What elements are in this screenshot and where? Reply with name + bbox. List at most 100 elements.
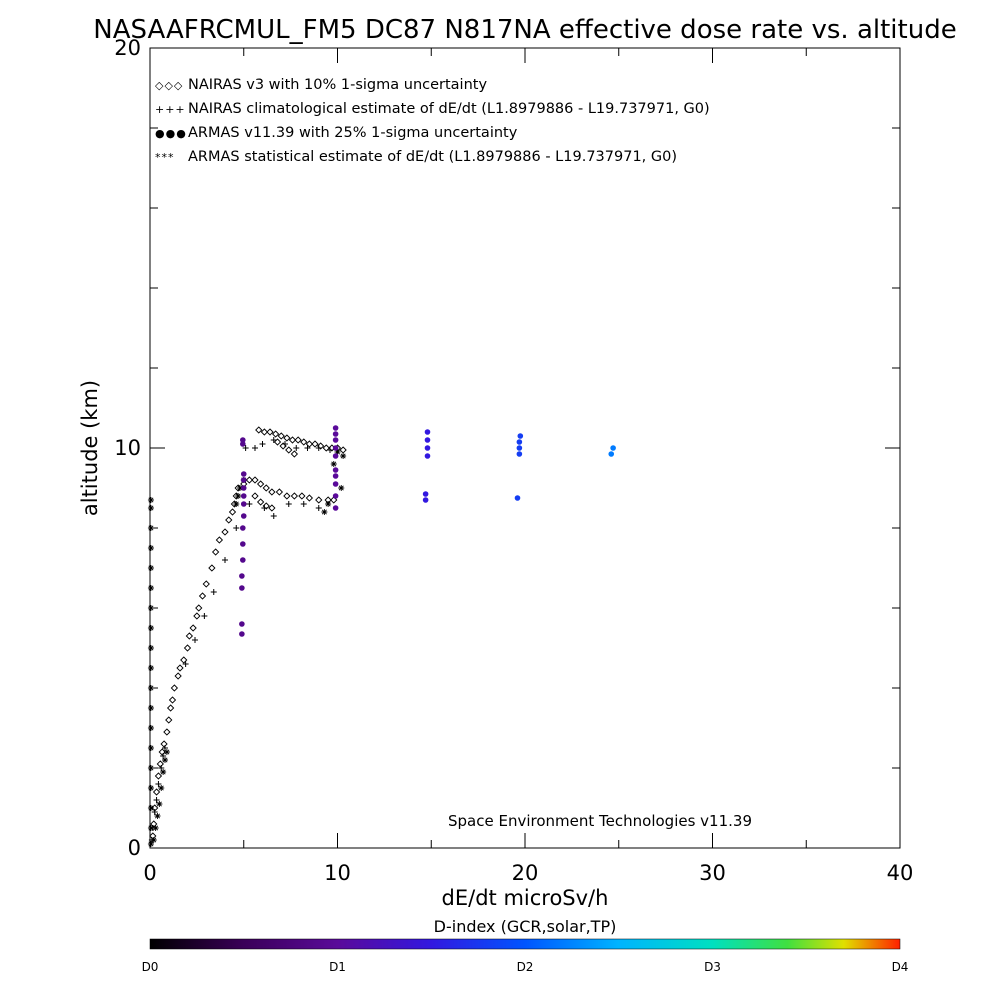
nairas-v3-point — [290, 450, 299, 458]
nairas-v3-point — [166, 704, 175, 712]
armas-statistical-point — [147, 705, 154, 711]
nairas-v3-point — [149, 832, 157, 840]
armas-statistical-point — [321, 509, 328, 515]
x-tick-label: 20 — [512, 861, 539, 885]
armas-v11-point — [332, 437, 339, 443]
nairas-v3-point — [285, 446, 293, 454]
nairas-v3-point — [294, 436, 302, 444]
armas-statistical-point — [338, 485, 345, 491]
nairas-v3-point — [271, 430, 280, 438]
nairas-climatological-point — [261, 505, 268, 511]
x-tick-label: 10 — [324, 861, 351, 885]
nairas-climatological-point — [252, 445, 258, 451]
nairas-v3-point — [251, 476, 259, 484]
armas-statistical-point — [325, 501, 332, 507]
nairas-climatological-point — [192, 637, 198, 643]
nairas-v3-point — [283, 434, 291, 442]
armas-v11-point — [240, 471, 247, 477]
nairas-v3-point — [268, 488, 276, 496]
nairas-v3-point — [298, 492, 306, 500]
plot-frame — [149, 47, 901, 849]
nairas-v3-point — [228, 508, 237, 516]
y-tick-label: 10 — [114, 436, 141, 460]
armas-v11-point — [240, 493, 247, 499]
armas-statistical-point — [150, 837, 157, 843]
data-marks — [147, 425, 616, 847]
nairas-climatological-point — [293, 445, 300, 451]
armas-statistical-point — [160, 769, 167, 775]
armas-statistical-point — [235, 493, 242, 499]
nairas-v3-point — [215, 536, 224, 544]
armas-statistical-point — [158, 785, 165, 791]
nairas-climatological-point — [327, 447, 333, 453]
colorbar-label: D0 — [142, 960, 159, 974]
nairas-v3-point — [202, 580, 210, 588]
armas-v11-point — [240, 485, 247, 491]
annotation-text: Space Environment Technologies v11.39 — [448, 812, 752, 830]
nairas-v3-point — [208, 564, 216, 572]
nairas-climatological-point — [304, 445, 311, 451]
nairas-v3-point — [174, 672, 182, 680]
nairas-v3-point — [288, 436, 297, 444]
x-tick-label: 0 — [143, 861, 156, 885]
nairas-v3-point — [154, 772, 163, 780]
armas-statistical-point — [147, 765, 154, 771]
nairas-v3-point — [245, 476, 254, 484]
armas-statistical-point — [147, 565, 154, 571]
armas-v11-point — [422, 491, 429, 497]
nairas-v3-point — [290, 492, 299, 500]
armas-v11-point — [422, 497, 429, 503]
armas-v11-point — [239, 621, 245, 627]
nairas-v3-point — [330, 496, 338, 504]
nairas-v3-point — [156, 760, 164, 768]
colorbar-label: D2 — [517, 960, 534, 974]
nairas-v3-point — [315, 496, 323, 504]
x-axis-label: dE/dt microSv/h — [442, 886, 609, 910]
nairas-climatological-point — [270, 513, 277, 519]
nairas-v3-point — [150, 820, 158, 828]
armas-statistical-point — [163, 749, 170, 755]
axes-group: 0 10 20 30 40 0 10 20 — [114, 36, 913, 885]
armas-statistical-point — [340, 453, 347, 459]
armas-statistical-point — [147, 785, 154, 791]
armas-v11-point — [332, 481, 339, 487]
armas-statistical-point — [147, 805, 154, 811]
x-tick-label: 40 — [887, 861, 914, 885]
nairas-climatological-point — [282, 441, 288, 447]
nairas-climatological-point — [151, 809, 158, 815]
armas-statistical-point — [147, 825, 154, 831]
nairas-v3-point — [283, 492, 291, 500]
armas-statistical-point — [147, 665, 154, 671]
nairas-v3-point — [189, 624, 197, 632]
nairas-v3-point — [195, 604, 203, 612]
nairas-climatological-point — [182, 661, 189, 667]
nairas-v3-point — [198, 592, 207, 600]
armas-statistical-point — [147, 685, 154, 691]
nairas-v3-point — [256, 480, 265, 488]
armas-v11-point — [332, 467, 339, 473]
colorbar — [149, 938, 901, 950]
nairas-climatological-point — [246, 501, 253, 507]
armas-statistical-point — [237, 485, 243, 491]
armas-v11-point — [517, 433, 524, 439]
nairas-v3-point — [255, 426, 263, 434]
nairas-v3-point — [273, 438, 282, 446]
nairas-v3-point — [300, 438, 308, 446]
nairas-v3-point — [268, 504, 276, 512]
armas-v11-point — [516, 445, 523, 451]
armas-v11-point — [332, 425, 339, 431]
y-axis-label: altitude (km) — [78, 380, 102, 516]
armas-statistical-point — [330, 461, 337, 467]
armas-v11-point — [240, 513, 247, 519]
nairas-climatological-point — [222, 557, 228, 563]
armas-v11-point — [514, 495, 521, 501]
armas-v11-point — [516, 439, 523, 445]
nairas-v3-point — [277, 432, 285, 440]
armas-statistical-point — [147, 545, 154, 551]
armas-statistical-point — [233, 501, 240, 507]
armas-v11-point — [240, 437, 246, 443]
legend-marker: ◇◇◇ — [155, 79, 183, 92]
armas-v11-point — [240, 525, 246, 531]
